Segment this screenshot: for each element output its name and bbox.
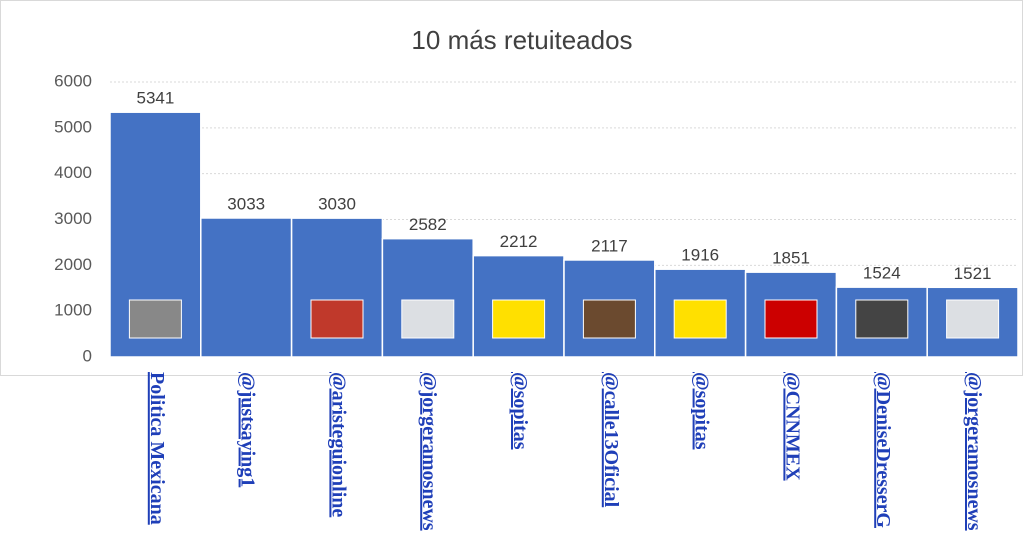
y-tick-label: 1000 <box>54 301 92 320</box>
value-label: 2212 <box>500 232 538 251</box>
profile-icon <box>855 299 909 339</box>
profile-icon <box>673 299 727 339</box>
profile-icon <box>310 299 364 339</box>
value-label: 1524 <box>863 264 901 283</box>
chart-title: 10 más retuiteados <box>411 25 632 55</box>
y-tick-label: 4000 <box>54 163 92 182</box>
profile-icon <box>582 299 636 339</box>
value-label: 5341 <box>136 89 174 108</box>
x-tick-label[interactable]: @DeniseDresserG <box>872 372 894 528</box>
value-label: 2582 <box>409 215 447 234</box>
x-tick-label[interactable]: @CNNMEX <box>781 372 803 481</box>
value-label: 3033 <box>227 194 265 213</box>
profile-icon <box>492 299 546 339</box>
y-tick-label: 0 <box>83 346 92 365</box>
x-tick-label[interactable]: @justsaying1 <box>237 372 259 487</box>
x-tick-label[interactable]: @jorgeramosnews <box>418 372 440 531</box>
bar <box>381 237 474 358</box>
value-label: 3030 <box>318 195 356 214</box>
profile-icon <box>946 299 1000 339</box>
x-tick-label[interactable]: @jorgeramosnews <box>963 372 985 531</box>
x-tick-label[interactable]: @sopitas <box>691 372 713 450</box>
y-tick-label: 2000 <box>54 255 92 274</box>
x-tick-label[interactable]: Politica Mexicana <box>146 372 168 525</box>
y-tick-label: 3000 <box>54 209 92 228</box>
value-label: 2117 <box>591 236 628 255</box>
chart-frame <box>0 0 1023 376</box>
y-tick-label: 6000 <box>54 71 92 90</box>
bar <box>200 217 293 358</box>
profile-icon <box>128 299 182 339</box>
x-tick-label[interactable]: @sopitas <box>509 372 531 450</box>
x-tick-label[interactable]: @aristeguionline <box>327 372 349 517</box>
value-label: 1916 <box>681 246 719 265</box>
value-label: 1851 <box>772 249 810 268</box>
profile-icon <box>764 299 818 339</box>
y-tick-label: 5000 <box>54 117 92 136</box>
profile-icon <box>401 299 455 339</box>
x-tick-label[interactable]: @calle13Oficial <box>600 372 622 508</box>
value-label: 1521 <box>954 264 992 283</box>
